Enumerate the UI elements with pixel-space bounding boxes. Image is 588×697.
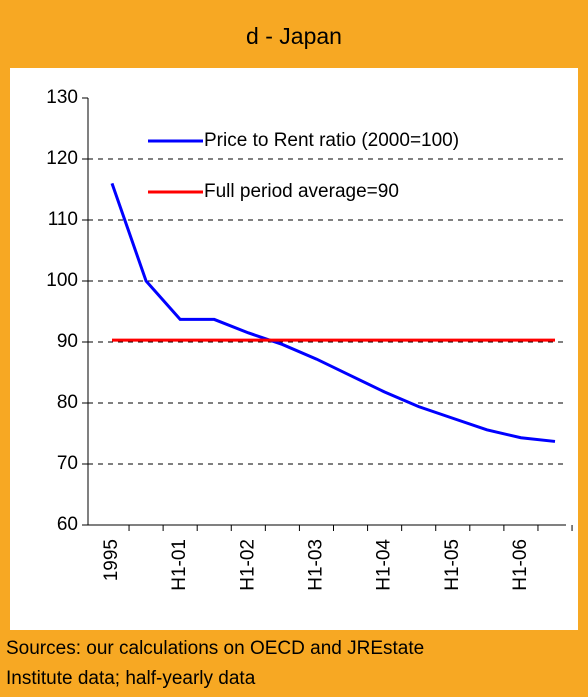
x-tick-label: H1-06 [510, 539, 531, 591]
legend-label: Full period average=90 [204, 181, 399, 202]
x-tick-label: H1-01 [169, 539, 190, 591]
y-tick-label: 120 [46, 148, 78, 169]
source-line: Sources: our calculations on OECD and JR… [6, 638, 424, 659]
legend-label: Price to Rent ratio (2000=100) [204, 130, 459, 151]
y-tick-label: 80 [57, 392, 78, 413]
chart-title: d - Japan [246, 23, 342, 49]
x-tick-label: 1995 [101, 539, 122, 581]
y-tick-label: 70 [57, 453, 78, 474]
x-tick-label: H1-04 [374, 539, 395, 591]
y-tick-label: 60 [57, 514, 78, 535]
x-tick-label: H1-02 [237, 539, 258, 591]
source-line: Institute data; half-yearly data [6, 668, 256, 689]
x-tick-label: H1-05 [442, 539, 463, 591]
y-tick-label: 110 [48, 209, 78, 230]
x-tick-label: H1-03 [305, 539, 326, 591]
y-tick-label: 130 [46, 87, 78, 108]
y-tick-label: 90 [57, 331, 78, 352]
series-line [110, 182, 556, 443]
y-tick-label: 100 [46, 270, 78, 291]
